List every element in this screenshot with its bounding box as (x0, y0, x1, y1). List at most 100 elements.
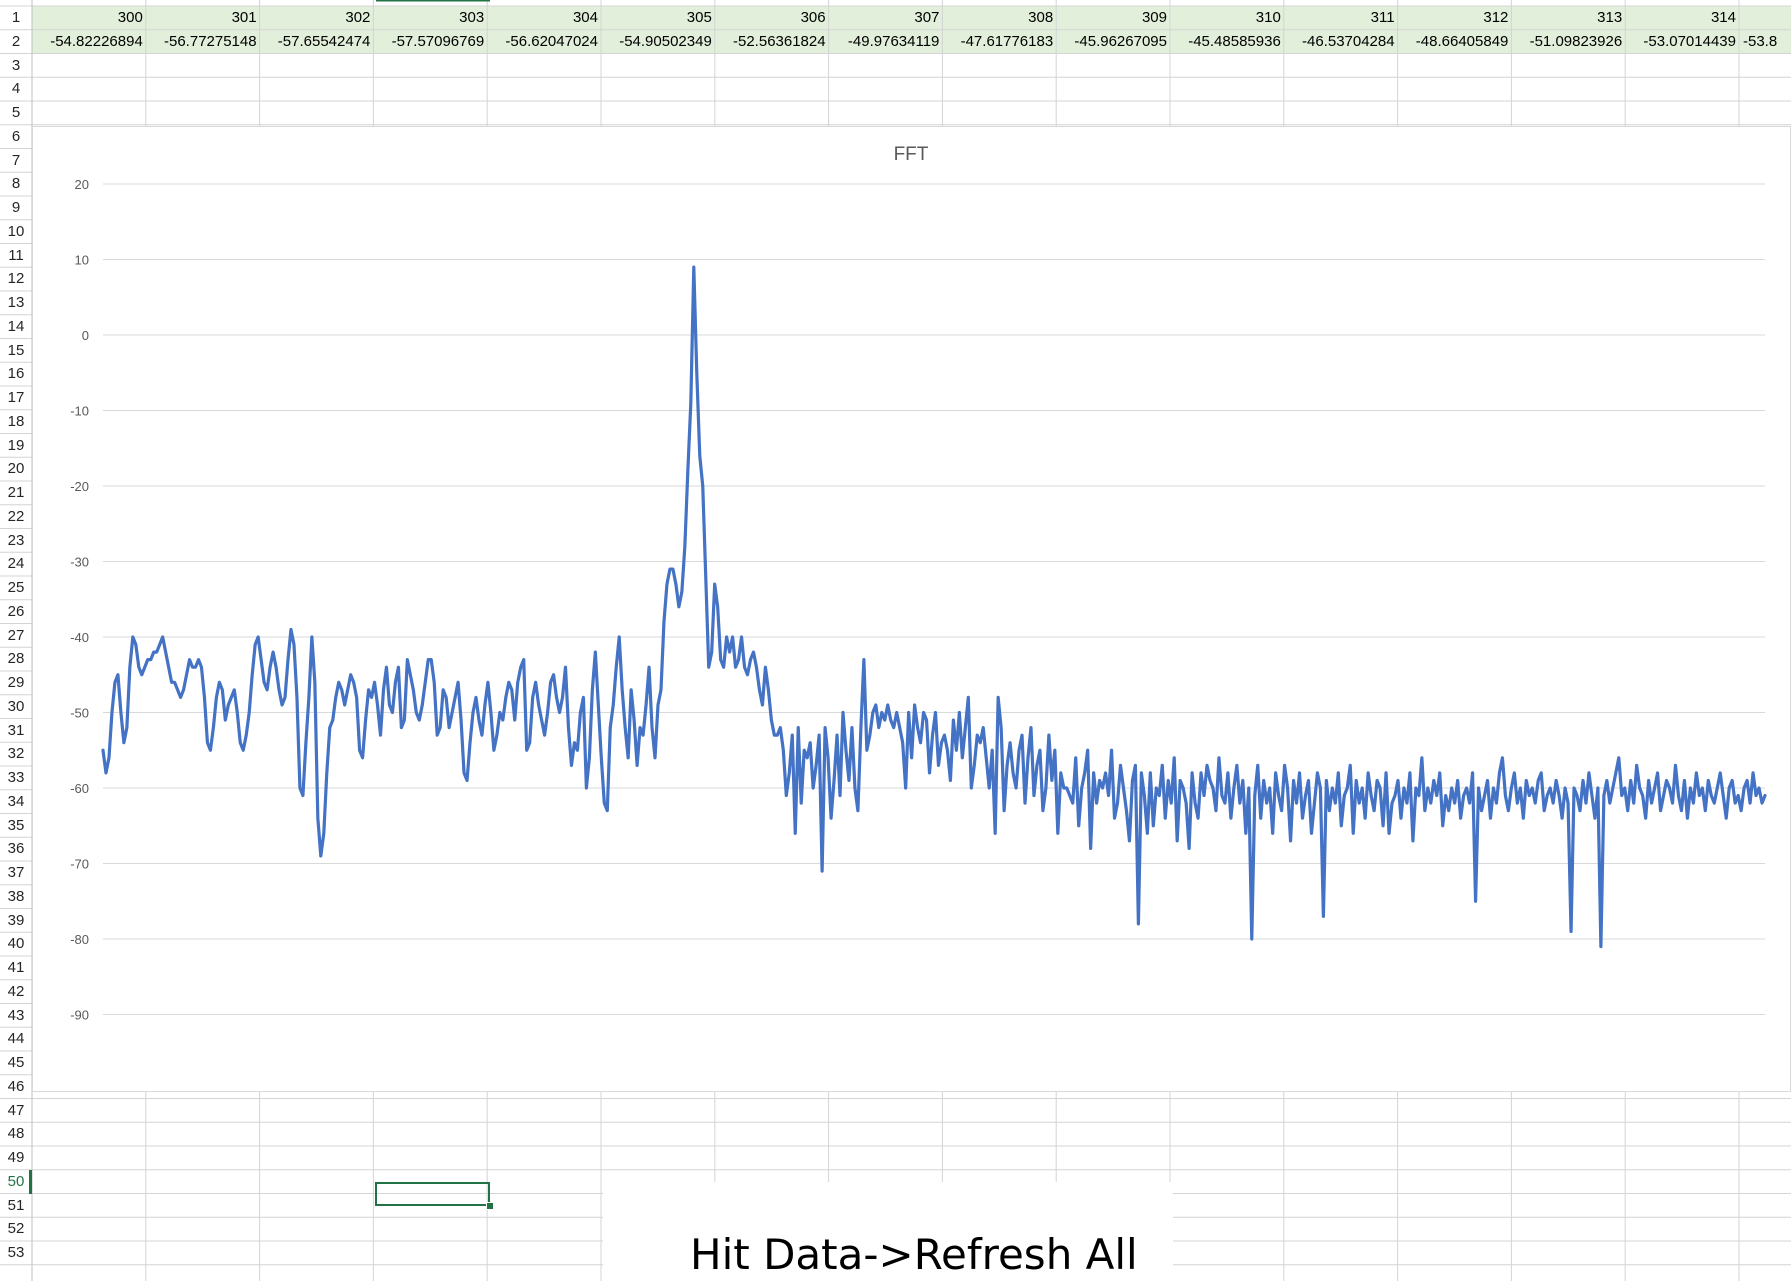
row-header[interactable]: 50 (7, 1172, 25, 1190)
row-header[interactable]: 35 (7, 816, 25, 834)
row-header[interactable]: 25 (7, 579, 25, 596)
row-header[interactable]: 9 (11, 199, 21, 216)
row1-cell[interactable]: 301 (231, 9, 257, 26)
row-header[interactable]: 28 (7, 650, 25, 668)
row-header[interactable]: 47 (7, 1101, 25, 1119)
selected-cell[interactable] (375, 1182, 490, 1206)
row-header[interactable]: 53 (7, 1244, 25, 1261)
row-header[interactable]: 16 (7, 365, 25, 383)
chart-title: FFT (894, 144, 929, 165)
row1-cell[interactable]: 303 (459, 9, 485, 26)
row2-cell[interactable]: -45.96267095 (1074, 32, 1167, 50)
row-header[interactable]: 10 (7, 222, 25, 240)
row-header[interactable]: 46 (7, 1077, 25, 1095)
row2-cell[interactable]: -56.62047024 (505, 32, 598, 50)
row2-cell[interactable]: -46.53704284 (1302, 32, 1395, 50)
row-header[interactable]: 39 (7, 911, 25, 929)
row2-cell[interactable]: -56.77275148 (164, 32, 257, 50)
row1-cell[interactable]: 312 (1483, 9, 1509, 26)
row-header[interactable]: 27 (7, 626, 25, 644)
row1-cell[interactable]: 307 (914, 9, 940, 26)
row1-cell[interactable]: 302 (345, 9, 371, 26)
row1-cell[interactable]: 304 (572, 9, 598, 26)
row-header[interactable]: 21 (7, 484, 25, 501)
row-header[interactable]: 51 (7, 1196, 25, 1214)
row-header[interactable]: 48 (7, 1125, 25, 1143)
fill-handle[interactable] (486, 1202, 494, 1210)
row-header[interactable]: 18 (7, 412, 25, 430)
row-header[interactable]: 33 (7, 769, 25, 786)
row1-cell[interactable]: 314 (1710, 9, 1736, 26)
row-header[interactable]: 49 (7, 1149, 25, 1166)
y-tick-label: -60 (70, 781, 89, 796)
row-header[interactable]: 37 (7, 864, 25, 881)
row2-cell[interactable]: -49.97634119 (847, 32, 940, 50)
row-header[interactable]: 11 (8, 246, 24, 264)
row1-cell[interactable]: 306 (800, 9, 826, 26)
row-header[interactable]: 19 (7, 436, 25, 454)
row2-cell[interactable]: -53.07014439 (1643, 32, 1736, 50)
row1-cell[interactable]: 313 (1597, 9, 1623, 26)
fft-chart[interactable]: FFT 20 10 0 -10 -20 -30 -40 -50 -60 -70 -80 -90 (32, 126, 1791, 1092)
row2-cell[interactable]: -47.61776183 (960, 32, 1054, 50)
y-tick-label: -10 (70, 404, 89, 419)
row-header[interactable]: 32 (7, 745, 25, 763)
row-header[interactable]: 23 (7, 531, 25, 549)
y-tick-label: -30 (70, 555, 89, 570)
row-header[interactable]: 17 (7, 389, 25, 406)
y-tick-label: 0 (82, 328, 89, 343)
row-header[interactable]: 38 (7, 887, 25, 905)
row2-cell[interactable]: -54.82226894 (50, 32, 143, 50)
active-row-marker (29, 1169, 32, 1194)
row-header[interactable]: 41 (7, 959, 25, 976)
row-header[interactable]: 20 (7, 460, 25, 478)
refresh-instruction-text: Hit Data->Refresh All (690, 1230, 1138, 1279)
row1-cell[interactable]: 308 (1028, 9, 1054, 26)
y-tick-label: -20 (70, 479, 89, 494)
row-header[interactable]: 2 (11, 32, 21, 50)
row2-cell[interactable]: -52.56361824 (733, 32, 826, 50)
row2-cell[interactable]: -57.57096769 (391, 32, 485, 50)
y-tick-label: -70 (70, 857, 89, 872)
row-header[interactable]: 3 (11, 56, 21, 74)
row-header[interactable]: 14 (7, 317, 25, 335)
row-header[interactable]: 44 (7, 1030, 25, 1048)
row-header[interactable]: 40 (7, 935, 25, 953)
row-header[interactable]: 8 (11, 175, 21, 193)
row-header[interactable]: 29 (7, 674, 25, 691)
y-tick-label: -50 (70, 706, 89, 721)
row2-cell[interactable]: -53.8 (1743, 32, 1778, 50)
row-header[interactable]: 15 (7, 341, 25, 359)
row2-cell[interactable]: -45.48585936 (1188, 32, 1281, 50)
row1-cell[interactable]: 309 (1141, 9, 1167, 26)
row2-cell[interactable]: -54.90502349 (619, 32, 712, 50)
row-header[interactable]: 7 (11, 151, 21, 169)
row-header[interactable]: 36 (7, 840, 25, 858)
refresh-instruction-textbox[interactable]: Hit Data->Refresh All (603, 1182, 1173, 1281)
row-header[interactable]: 45 (7, 1054, 25, 1071)
row-header[interactable]: 1 (11, 9, 21, 26)
row-header[interactable]: 26 (7, 602, 25, 620)
row-header[interactable]: 4 (11, 80, 21, 98)
row1-cell[interactable]: 300 (117, 9, 143, 26)
row-header[interactable]: 31 (7, 721, 25, 739)
row-header[interactable]: 30 (7, 697, 25, 715)
chart-plot: FFT 20 10 0 -10 -20 -30 -40 -50 -60 -70 -80 -90 (70, 144, 1767, 1023)
row-header[interactable]: 6 (11, 127, 21, 145)
row1-cell[interactable]: 310 (1255, 9, 1281, 26)
row2-cell[interactable]: -48.66405849 (1415, 32, 1509, 50)
row-header[interactable]: 52 (7, 1220, 25, 1238)
row-header[interactable]: 12 (7, 270, 25, 288)
row2-cell[interactable]: -51.09823926 (1529, 32, 1623, 50)
row-header[interactable]: 34 (7, 792, 25, 810)
row-header[interactable]: 43 (7, 1006, 25, 1024)
row1-cell[interactable]: 311 (1370, 9, 1395, 26)
row-header[interactable]: 22 (7, 507, 25, 525)
row-header[interactable]: 42 (7, 982, 25, 1000)
y-tick-label: -90 (70, 1008, 89, 1023)
row-header[interactable]: 5 (11, 104, 21, 121)
row2-cell[interactable]: -57.65542474 (277, 32, 371, 50)
row-header[interactable]: 13 (7, 294, 25, 311)
row-header[interactable]: 24 (7, 555, 25, 573)
row1-cell[interactable]: 305 (686, 9, 712, 26)
